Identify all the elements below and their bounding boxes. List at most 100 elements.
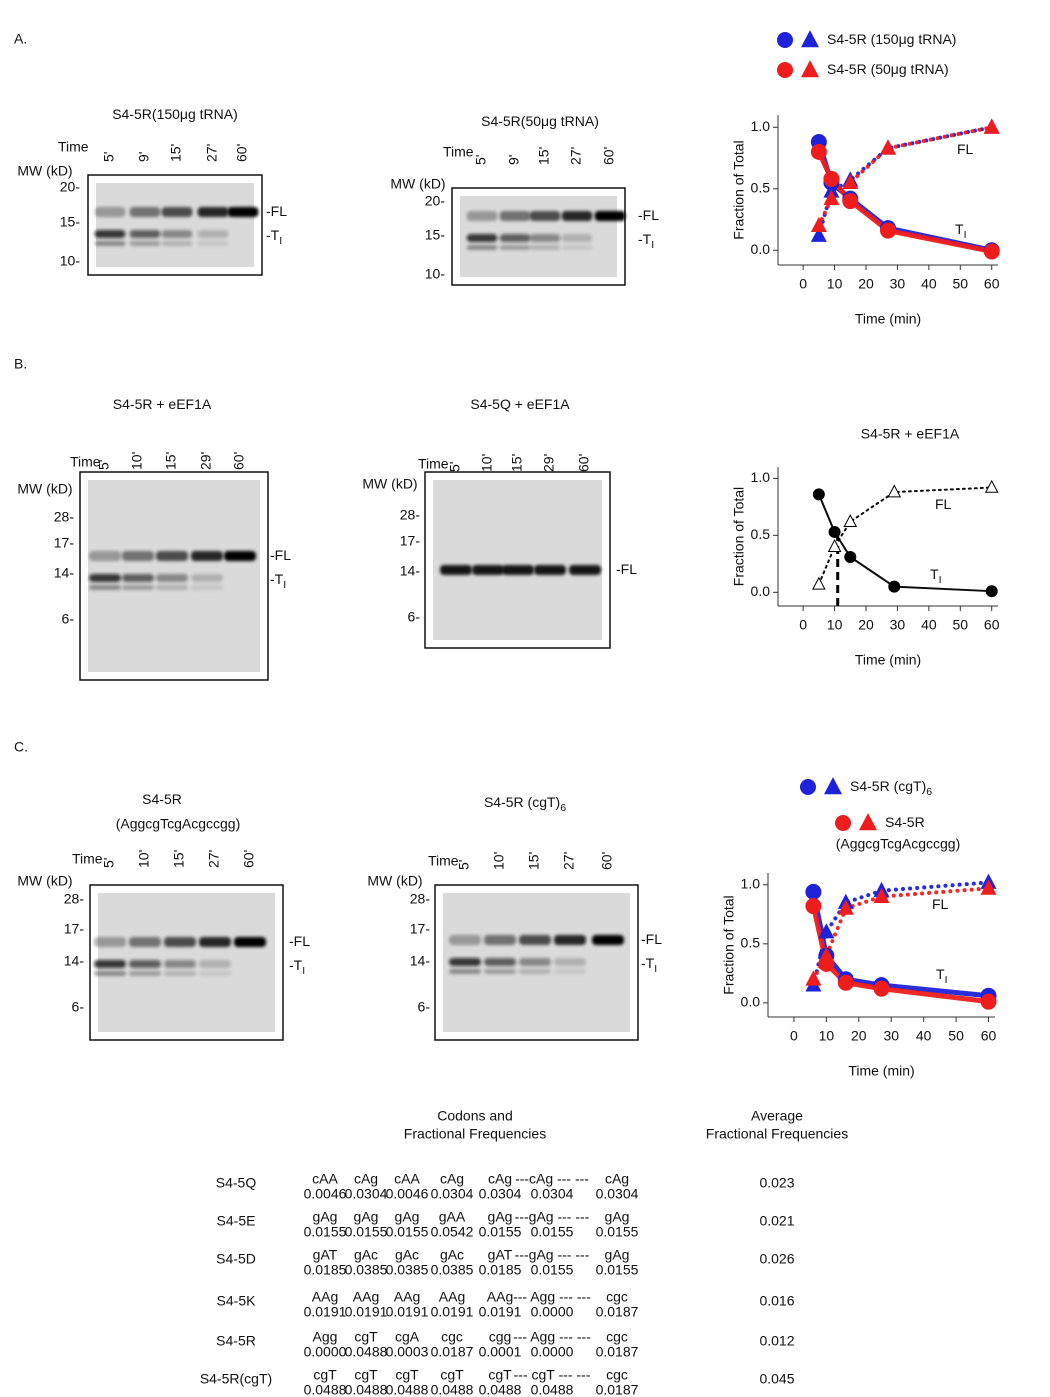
time-point: 10' bbox=[479, 454, 495, 472]
gel-band bbox=[466, 245, 498, 250]
frequency: 0.0488 bbox=[345, 1382, 388, 1397]
frequency: 0.0187 bbox=[431, 1344, 474, 1360]
x-tick-label: 10 bbox=[827, 617, 843, 633]
gel-band bbox=[519, 969, 551, 974]
frequency: 0.0155 bbox=[479, 1224, 522, 1240]
codon: cAg bbox=[440, 1171, 464, 1187]
x-tick-label: 50 bbox=[952, 276, 968, 292]
band-label: -FL bbox=[641, 931, 662, 947]
band-label: -FL bbox=[616, 561, 637, 577]
mw-tick-label: 28- bbox=[410, 891, 431, 907]
gel-band bbox=[122, 551, 154, 561]
frequency: 0.0000 bbox=[531, 1304, 574, 1320]
marker bbox=[805, 883, 822, 900]
gel-band bbox=[191, 551, 223, 561]
codon: cgT bbox=[395, 1367, 419, 1383]
marker bbox=[823, 170, 840, 187]
legend-marker bbox=[801, 30, 819, 48]
time-point: 5' bbox=[101, 152, 117, 162]
codon: ---gAg --- --- bbox=[515, 1247, 590, 1263]
gel-band bbox=[554, 969, 586, 974]
gel-band bbox=[592, 935, 624, 945]
marker bbox=[985, 585, 998, 598]
gel-band bbox=[234, 937, 266, 947]
gel-band bbox=[449, 969, 481, 974]
average: 0.021 bbox=[759, 1213, 794, 1229]
legend-marker bbox=[835, 815, 851, 831]
mw-tick-label: 6- bbox=[62, 611, 75, 627]
marker bbox=[805, 898, 822, 915]
gel-band bbox=[594, 211, 626, 221]
frequency: 0.0304 bbox=[479, 1186, 522, 1202]
y-tick-label: 0.0 bbox=[741, 994, 761, 1010]
x-tick-label: 0 bbox=[799, 617, 807, 633]
gel-band bbox=[191, 574, 223, 582]
frequency: 0.0304 bbox=[345, 1186, 388, 1202]
mw-tick-label: 14- bbox=[54, 565, 75, 581]
marker bbox=[873, 887, 890, 904]
x-tick-label: 40 bbox=[921, 276, 937, 292]
band-label-sub: I bbox=[283, 579, 286, 591]
mw-tick-label: 20- bbox=[425, 193, 446, 209]
gel-title-main: S4-5R(50μg tRNA) bbox=[481, 113, 599, 129]
marker bbox=[805, 970, 822, 986]
codon: gAc bbox=[440, 1247, 464, 1263]
marker bbox=[810, 226, 827, 242]
frequency: 0.0185 bbox=[479, 1262, 522, 1278]
gel-band bbox=[129, 960, 161, 968]
band-label: -TI bbox=[270, 571, 286, 591]
gel-band bbox=[199, 937, 231, 947]
frequency: 0.0191 bbox=[479, 1304, 522, 1320]
gel-band bbox=[529, 245, 561, 250]
legend-label-main: S4-5R (150μg tRNA) bbox=[827, 31, 956, 47]
marker bbox=[828, 525, 841, 538]
gel-band bbox=[156, 585, 188, 590]
y-axis-label: Fraction of Total bbox=[721, 895, 737, 994]
legend-marker bbox=[824, 777, 842, 795]
codon: gAg bbox=[605, 1247, 630, 1263]
mw-tick-label: 10- bbox=[425, 266, 446, 282]
gel-band bbox=[227, 207, 259, 217]
time-label: Time bbox=[443, 144, 474, 160]
annotation-main: FL bbox=[935, 496, 952, 512]
annotation-main: T bbox=[936, 966, 945, 982]
annotation-main: T bbox=[930, 566, 939, 582]
mw-tick-label: 6- bbox=[408, 609, 421, 625]
mw-label: MW (kD) bbox=[390, 176, 445, 192]
gel-band bbox=[519, 935, 551, 945]
mw-tick-label: 28- bbox=[54, 509, 75, 525]
gel-title: S4-5Q + eEF1A bbox=[470, 396, 570, 412]
frequency: 0.0191 bbox=[386, 1304, 429, 1320]
frequency: 0.0304 bbox=[596, 1186, 639, 1202]
codon: gAT bbox=[488, 1247, 513, 1263]
series-line bbox=[811, 886, 991, 982]
x-tick-label: 30 bbox=[883, 1028, 899, 1044]
x-axis-label: Time (min) bbox=[855, 311, 921, 327]
x-tick-label: 20 bbox=[858, 617, 874, 633]
annotation: FL bbox=[935, 496, 952, 512]
codon: cAA bbox=[394, 1171, 420, 1187]
gel-band bbox=[499, 211, 531, 221]
y-tick-label: 0.0 bbox=[751, 241, 771, 257]
mw-tick-label: 10- bbox=[60, 253, 81, 269]
band-label-main: -FL bbox=[641, 931, 662, 947]
gel-band bbox=[129, 971, 161, 976]
marker bbox=[827, 539, 842, 553]
row-name: S4-5R(cgT) bbox=[200, 1371, 272, 1387]
mw-tick-label: 15- bbox=[60, 214, 81, 230]
legend-marker bbox=[777, 32, 793, 48]
annotation-main: T bbox=[955, 221, 964, 237]
frequency: 0.0155 bbox=[345, 1224, 388, 1240]
gel-band bbox=[164, 971, 196, 976]
frequency: 0.0488 bbox=[345, 1344, 388, 1360]
gel-band bbox=[449, 935, 481, 945]
y-axis-label: Fraction of Total bbox=[731, 140, 747, 239]
frequency: 0.0185 bbox=[304, 1262, 347, 1278]
gel-band bbox=[499, 245, 531, 250]
annotation: FL bbox=[932, 896, 949, 912]
annotation: FL bbox=[957, 141, 974, 157]
band-label-sub: I bbox=[654, 963, 657, 975]
gel-band bbox=[199, 971, 231, 976]
codon: --- Agg --- --- bbox=[513, 1289, 591, 1305]
gel-band bbox=[191, 585, 223, 590]
